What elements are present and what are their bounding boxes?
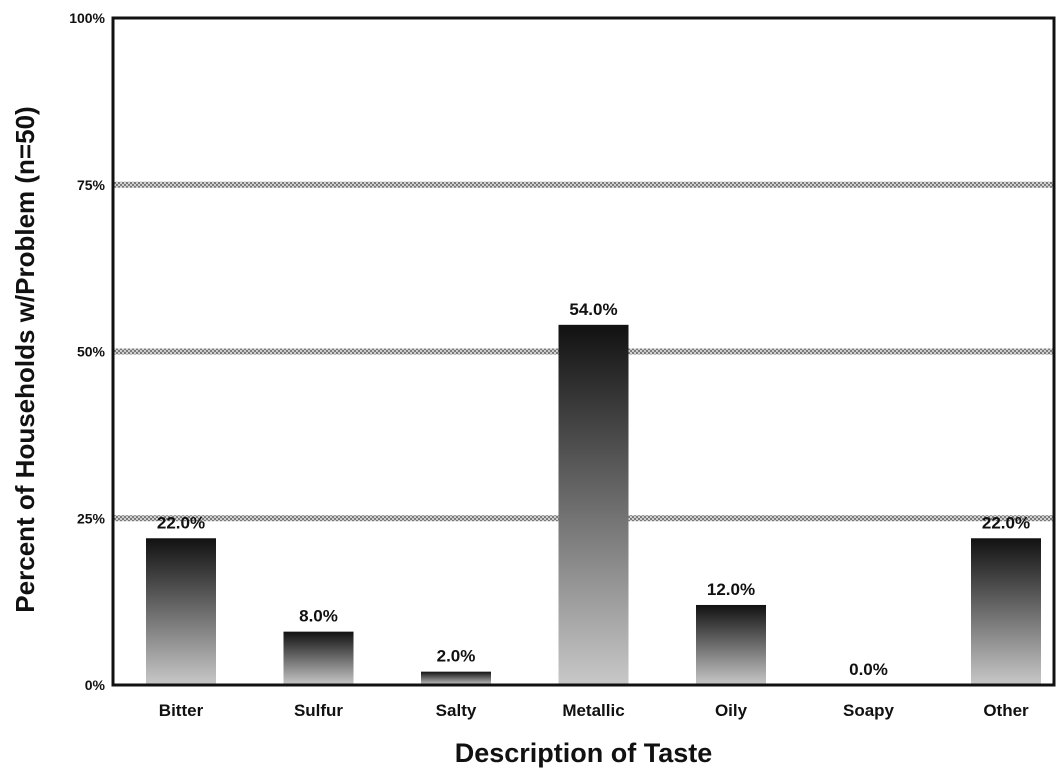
x-tick-label: Metallic <box>562 701 624 720</box>
y-tick-label: 0% <box>85 677 106 693</box>
x-axis-categories: Bitter Sulfur Salty Metallic Oily Soapy Other <box>159 701 1029 720</box>
plot-frame <box>111 16 1056 687</box>
value-labels: 22.0% 8.0% 2.0% 54.0% 12.0% 0.0% 22.0% <box>157 300 1030 679</box>
y-tick-label: 25% <box>77 510 106 526</box>
x-tick-label: Other <box>983 701 1029 720</box>
bar-other <box>971 538 1041 685</box>
x-tick-label: Sulfur <box>294 701 343 720</box>
bar-salty <box>421 671 491 685</box>
y-axis-title: Percent of Households w/Problem (n=50) <box>10 106 40 612</box>
data-label: 22.0% <box>157 513 205 532</box>
data-label: 22.0% <box>982 513 1030 532</box>
gridline <box>113 181 1054 188</box>
y-tick-label: 50% <box>77 344 106 360</box>
y-tick-label: 75% <box>77 177 106 193</box>
bar-metallic <box>558 324 629 685</box>
x-tick-label: Bitter <box>159 701 204 720</box>
data-label: 12.0% <box>707 580 755 599</box>
data-label: 0.0% <box>849 660 888 679</box>
bar-oily <box>696 604 766 685</box>
x-tick-label: Oily <box>715 701 748 720</box>
x-axis-title: Description of Taste <box>455 738 713 768</box>
bar-sulfur <box>283 631 354 685</box>
y-tick-label: 100% <box>69 10 105 26</box>
bar-bitter <box>146 538 216 685</box>
data-label: 54.0% <box>569 300 617 319</box>
y-axis-ticks: 0% 25% 50% 75% 100% <box>69 10 105 693</box>
x-tick-label: Salty <box>436 701 477 720</box>
x-tick-label: Soapy <box>843 701 895 720</box>
data-label: 8.0% <box>299 607 338 626</box>
bars <box>146 324 1041 685</box>
data-label: 2.0% <box>437 647 476 666</box>
